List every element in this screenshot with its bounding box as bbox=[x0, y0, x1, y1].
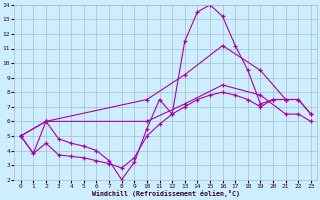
X-axis label: Windchill (Refroidissement éolien,°C): Windchill (Refroidissement éolien,°C) bbox=[92, 190, 240, 197]
